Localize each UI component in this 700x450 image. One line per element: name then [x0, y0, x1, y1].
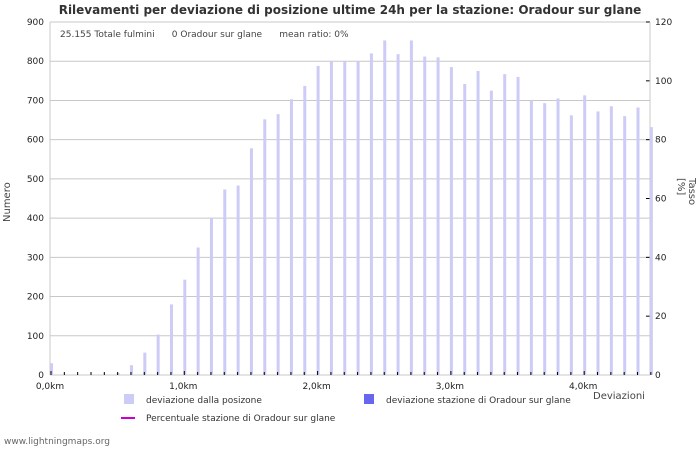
stats-line: 25.155 Totale fulmini 0 Oradour sur glan…: [60, 30, 349, 40]
svg-text:120: 120: [655, 18, 672, 28]
svg-text:80: 80: [655, 136, 667, 146]
x-axis-label: Deviazioni: [593, 391, 645, 402]
svg-text:3,0km: 3,0km: [436, 382, 464, 392]
svg-text:60: 60: [655, 195, 667, 205]
svg-text:500: 500: [27, 175, 44, 185]
svg-text:200: 200: [27, 293, 44, 303]
svg-text:100: 100: [655, 77, 672, 87]
svg-text:0: 0: [38, 371, 44, 381]
legend-item-percent: Percentuale stazione di Oradour sur glan…: [146, 414, 336, 424]
stat-ratio: mean ratio: 0%: [279, 30, 349, 40]
legend-item-station: deviazione stazione di Oradour sur glane: [386, 396, 571, 406]
svg-text:300: 300: [27, 253, 44, 263]
svg-text:100: 100: [27, 332, 44, 342]
svg-text:40: 40: [655, 253, 667, 263]
svg-text:2,0km: 2,0km: [302, 382, 330, 392]
chart-title: Rilevamenti per deviazione di posizione …: [58, 3, 642, 17]
svg-text:400: 400: [27, 214, 44, 224]
stat-station: 0 Oradour sur glane: [171, 30, 263, 40]
y-axis-right-label: Tasso [%]: [675, 178, 697, 206]
svg-text:4,0km: 4,0km: [569, 382, 597, 392]
svg-text:600: 600: [27, 136, 44, 146]
svg-text:0,0km: 0,0km: [36, 382, 64, 392]
svg-text:900: 900: [27, 18, 44, 28]
svg-text:20: 20: [655, 312, 667, 322]
y-axis-label: Numero: [2, 182, 13, 222]
stat-total: 25.155 Totale fulmini: [60, 30, 155, 40]
svg-text:800: 800: [27, 57, 44, 67]
svg-text:700: 700: [27, 96, 44, 106]
legend-item-deviation: deviazione dalla posizone: [146, 396, 262, 406]
svg-text:0: 0: [655, 371, 661, 381]
footer-link[interactable]: www.lightningmaps.org: [4, 437, 110, 447]
svg-text:1,0km: 1,0km: [169, 382, 197, 392]
